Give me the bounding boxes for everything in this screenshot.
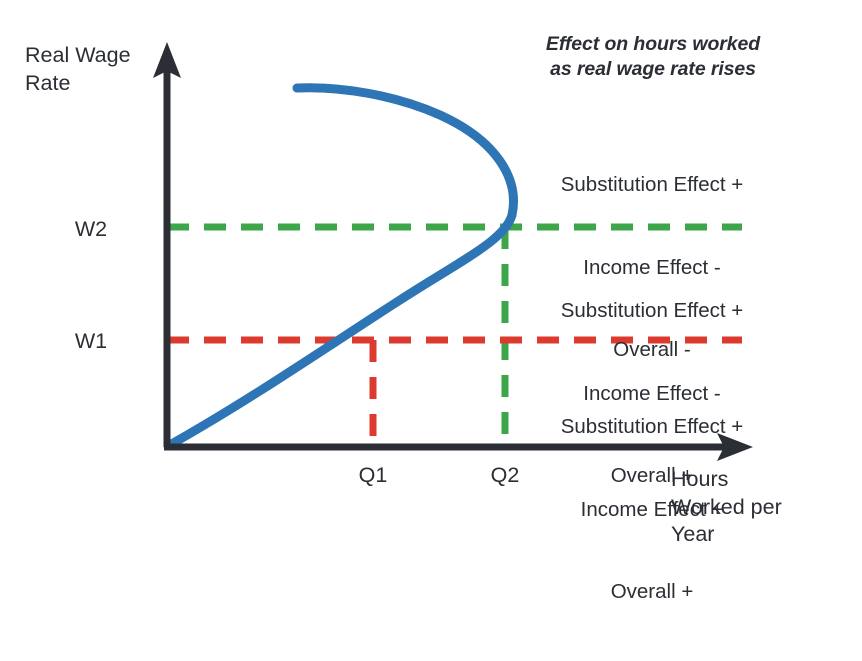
- annotation-line-income: Income Effect +: [580, 497, 724, 521]
- x-tick-label-q2: Q2: [490, 463, 520, 487]
- y-axis-arrowhead: [153, 42, 181, 78]
- y-tick-label-w1: W1: [74, 329, 108, 353]
- annotation-line-substitution: Substitution Effect +: [560, 299, 744, 322]
- y-tick-label-w2: W2: [74, 217, 108, 241]
- annotation-line-substitution: Substitution Effect +: [560, 173, 744, 196]
- x-axis-title: Hours Worked per Year: [671, 467, 782, 546]
- annotation-line-substitution: Substitution Effect +: [560, 415, 744, 438]
- labour-supply-curve-figure: [153, 42, 753, 461]
- annotation-block-below-w1: Substitution Effect + Income Effect + Ov…: [521, 358, 783, 661]
- annotation-block-above-w2: Substitution Effect + Income Effect - Ov…: [521, 116, 783, 419]
- annotation-line-overall: Overall +: [610, 464, 694, 487]
- y-axis-title: Real Wage Rate: [25, 43, 131, 95]
- axes: [153, 42, 753, 461]
- x-tick-label-q1: Q1: [358, 463, 388, 487]
- x-axis-arrowhead: [717, 433, 753, 461]
- annotation-line-income: Income Effect -: [583, 381, 721, 405]
- guide-lines: [167, 223, 742, 448]
- annotation-line-income: Income Effect -: [583, 255, 721, 279]
- annotation-heading: Effect on hours worked as real wage rate…: [545, 33, 761, 80]
- diagram-canvas: Real Wage Rate Hours Worked per Year W2 …: [25, 33, 783, 603]
- annotation-block-between-w1-w2: Substitution Effect + Income Effect - Ov…: [521, 242, 783, 545]
- annotation-line-overall: Overall -: [613, 338, 691, 361]
- annotation-line-overall: Overall +: [610, 580, 694, 603]
- labour-supply-curve: [163, 83, 518, 451]
